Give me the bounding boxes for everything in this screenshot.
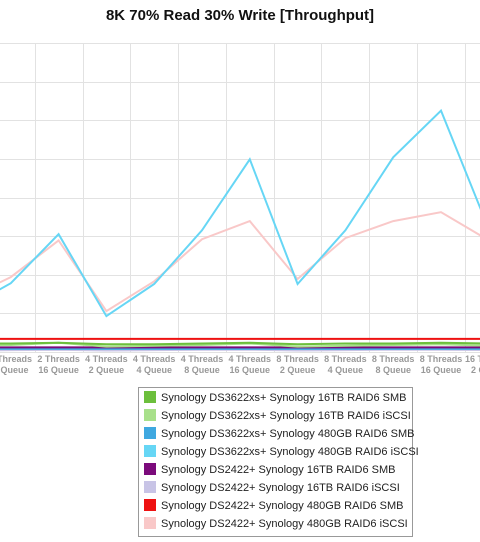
series-line (0, 341, 480, 346)
x-tick-label: 8 Threads 2 Queue (276, 354, 319, 375)
x-tick-label: 4 Threads 4 Queue (133, 354, 176, 375)
x-tick-label: 4 Threads 16 Queue (229, 354, 272, 375)
legend-box (138, 387, 413, 537)
legend-swatch (144, 391, 156, 403)
legend-swatch (144, 463, 156, 475)
x-tick-label: 8 Threads 8 Queue (372, 354, 415, 375)
x-tick-label: 4 Threads 2 Queue (85, 354, 128, 375)
x-tick-label: 2 Threads 16 Queue (37, 354, 80, 375)
series-line (0, 108, 480, 318)
legend-swatch (144, 409, 156, 421)
legend-label: Synology DS3622xs+ Synology 16TB RAID6 S… (161, 392, 407, 404)
legend-label: Synology DS2422+ Synology 480GB RAID6 SM… (161, 500, 403, 512)
x-tick-label: 8 Threads 16 Queue (420, 354, 463, 375)
legend-swatch (144, 445, 156, 457)
series-line (0, 211, 480, 313)
legend-swatch (144, 481, 156, 493)
legend-swatch (144, 499, 156, 511)
x-tick-label: 8 Threads 4 Queue (324, 354, 367, 375)
legend-swatch (144, 517, 156, 529)
legend-swatch (144, 427, 156, 439)
legend-label: Synology DS3622xs+ Synology 480GB RAID6 … (161, 446, 419, 458)
chart-title: 8K 70% Read 30% Write [Throughput] (106, 7, 374, 24)
legend-label: Synology DS2422+ Synology 480GB RAID6 iS… (161, 518, 408, 530)
x-tick-label: 4 Threads 8 Queue (181, 354, 224, 375)
legend-label: Synology DS2422+ Synology 16TB RAID6 iSC… (161, 482, 400, 494)
legend-label: Synology DS2422+ Synology 16TB RAID6 SMB (161, 464, 396, 476)
legend-label: Synology DS3622xs+ Synology 480GB RAID6 … (161, 428, 414, 440)
legend-label: Synology DS3622xs+ Synology 16TB RAID6 i… (161, 410, 411, 422)
